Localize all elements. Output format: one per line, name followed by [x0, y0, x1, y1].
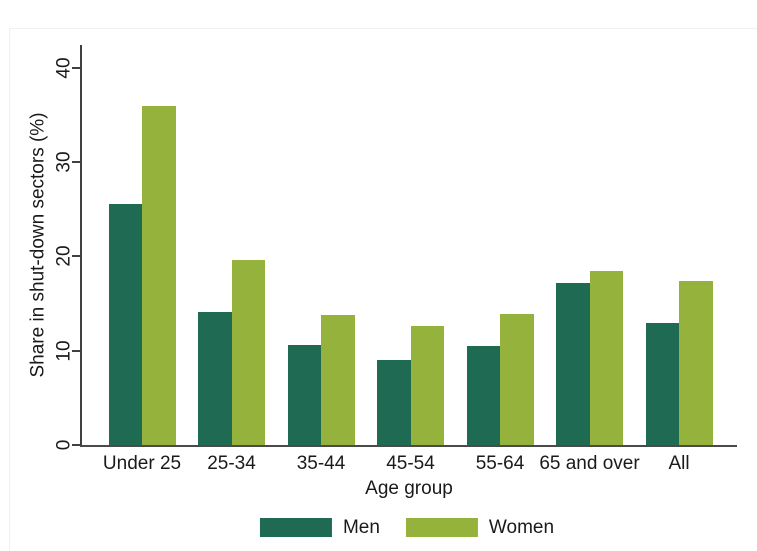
legend-swatch-men — [259, 518, 332, 537]
y-axis-title: Share in shut-down sectors (%) — [27, 112, 49, 378]
bar-men-45-54 — [377, 359, 411, 446]
plot-area — [81, 45, 737, 446]
legend-label-women: Women — [488, 517, 555, 538]
x-tick-label-45-54: 45-54 — [386, 453, 435, 474]
legend: Men Women — [259, 517, 555, 538]
y-tick-label-30: 30 — [53, 151, 75, 173]
legend-swatch-women — [405, 518, 478, 537]
x-axis-line — [80, 444, 737, 447]
x-tick-label-25-34: 25-34 — [207, 453, 256, 474]
y-tick-label-0: 0 — [53, 439, 75, 451]
bar-women-35-44 — [321, 315, 355, 446]
legend-item-men: Men — [259, 517, 380, 538]
bar-men-all — [645, 322, 679, 446]
bar-men-65-and-over — [556, 283, 590, 446]
y-tick-0 — [72, 444, 81, 447]
bar-women-under-25 — [142, 105, 176, 446]
y-tick-label-10: 10 — [53, 340, 75, 362]
bar-women-65-and-over — [589, 270, 623, 446]
bar-women-all — [679, 281, 713, 446]
legend-item-women: Women — [405, 517, 555, 538]
bar-men-under-25 — [108, 203, 142, 446]
y-tick-30 — [72, 161, 81, 163]
y-tick-40 — [72, 66, 81, 69]
bar-women-45-54 — [410, 325, 444, 446]
x-tick-label-all: All — [668, 453, 690, 474]
legend-label-men: Men — [342, 517, 380, 538]
x-tick-label-65-and-over: 65 and over — [539, 453, 640, 474]
y-tick-label-40: 40 — [53, 57, 75, 79]
x-tick-label-55-64: 55-64 — [475, 453, 525, 474]
y-tick-20 — [72, 255, 81, 258]
bar-women-25-34 — [231, 259, 265, 446]
x-axis-title: Age group — [365, 478, 453, 499]
y-axis-line — [80, 45, 82, 447]
x-tick-label-under-25: Under 25 — [102, 453, 182, 474]
bar-men-25-34 — [198, 311, 232, 446]
x-tick-label-35-44: 35-44 — [296, 453, 346, 474]
y-tick-label-20: 20 — [53, 245, 75, 267]
y-tick-10 — [72, 349, 81, 352]
bar-women-55-64 — [500, 314, 534, 446]
bar-men-55-64 — [466, 345, 500, 446]
bar-men-35-44 — [287, 344, 321, 446]
